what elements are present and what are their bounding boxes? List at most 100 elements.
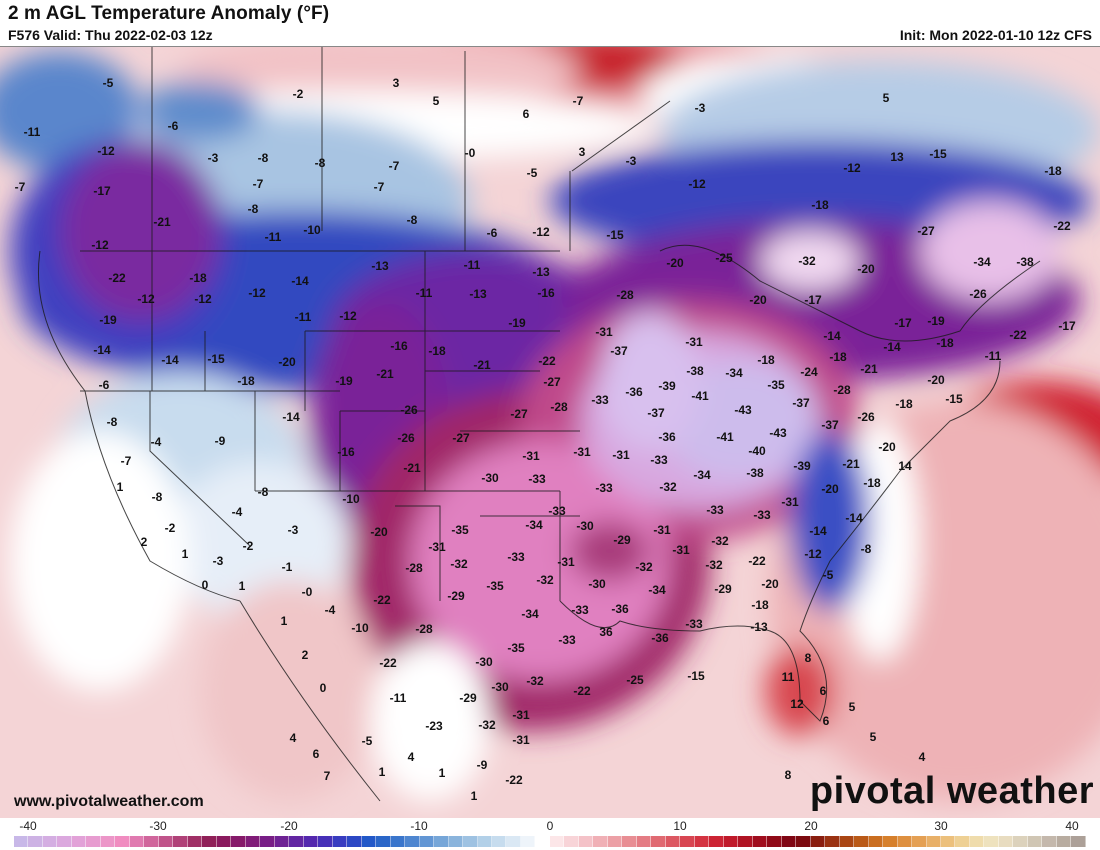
- anomaly-value-label: -14: [282, 410, 300, 424]
- anomaly-value-label: -17: [804, 293, 822, 307]
- anomaly-value-label: -14: [93, 343, 111, 357]
- anomaly-value-label: -29: [447, 589, 465, 603]
- anomaly-value-label: -5: [361, 734, 373, 748]
- colorbar-swatch: [825, 836, 840, 847]
- valid-time: F576 Valid: Thu 2022-02-03 12z: [8, 27, 213, 43]
- anomaly-value-label: -7: [572, 94, 584, 108]
- anomaly-value-label: 5: [869, 730, 877, 744]
- anomaly-value-label: -20: [370, 525, 388, 539]
- colorbar-swatch: [42, 836, 58, 847]
- anomaly-value-label: 3: [392, 76, 400, 90]
- colorbar-swatch: [376, 836, 391, 847]
- anomaly-value-label: -31: [595, 325, 613, 339]
- colorbar-tick-label: 10: [673, 819, 687, 833]
- colorbar-swatch: [969, 836, 985, 847]
- anomaly-value-label: -8: [860, 542, 872, 556]
- anomaly-value-label: -14: [291, 274, 309, 288]
- anomaly-value-label: -33: [650, 453, 668, 467]
- colorbar-swatch: [100, 836, 116, 847]
- anomaly-value-label: -12: [248, 286, 266, 300]
- anomaly-value-label: -3: [625, 154, 637, 168]
- anomaly-value-label: 0: [201, 578, 209, 592]
- anomaly-value-label: -4: [150, 435, 162, 449]
- anomaly-value-label: -10: [303, 223, 321, 237]
- anomaly-value-label: -36: [611, 602, 629, 616]
- colorbar-swatch: [361, 836, 377, 847]
- anomaly-value-label: -14: [809, 524, 827, 538]
- anomaly-value-label: -4: [231, 505, 243, 519]
- anomaly-value-label: 6: [522, 107, 530, 121]
- anomaly-value-label: -27: [917, 224, 935, 238]
- colorbar-swatch: [173, 836, 188, 847]
- colorbar-swatch: [680, 836, 695, 847]
- anomaly-value-label: -21: [376, 367, 394, 381]
- anomaly-value-label: -31: [672, 543, 690, 557]
- anomaly-value-label: -31: [557, 555, 575, 569]
- anomaly-value-label: 14: [898, 459, 912, 473]
- anomaly-value-label: 6: [819, 684, 827, 698]
- pivotal-weather-logo: pivotal weather: [809, 770, 1094, 812]
- anomaly-value-label: 36: [599, 625, 613, 639]
- anomaly-value-label: -36: [651, 631, 669, 645]
- anomaly-value-label: 1: [116, 480, 124, 494]
- anomaly-value-label: 2: [140, 535, 148, 549]
- anomaly-value-label: -20: [761, 577, 779, 591]
- colorbar-swatch: [202, 836, 217, 847]
- anomaly-value-label: -0: [301, 585, 313, 599]
- anomaly-value-label: -15: [687, 669, 705, 683]
- anomaly-value-label: -2: [292, 87, 304, 101]
- colorbar-swatch: [694, 836, 710, 847]
- anomaly-value-label: -13: [371, 259, 389, 273]
- anomaly-value-label: -26: [400, 403, 418, 417]
- anomaly-value-label: -35: [486, 579, 504, 593]
- colorbar-swatch: [549, 836, 565, 847]
- anomaly-value-label: -22: [1053, 219, 1071, 233]
- anomaly-value-label: 1: [378, 765, 386, 779]
- anomaly-value-label: -33: [548, 504, 566, 518]
- anomaly-value-label: -7: [120, 454, 132, 468]
- anomaly-value-label: -31: [573, 445, 591, 459]
- anomaly-value-label: 5: [882, 91, 890, 105]
- colorbar-swatch: [144, 836, 159, 847]
- anomaly-field: [0, 47, 1100, 819]
- anomaly-value-label: -5: [102, 76, 114, 90]
- anomaly-value-label: -20: [278, 355, 296, 369]
- colorbar-swatch: [86, 836, 101, 847]
- colorbar-tick-label: 0: [546, 819, 554, 833]
- colorbar-swatch: [115, 836, 130, 847]
- anomaly-value-label: -29: [459, 691, 477, 705]
- anomaly-value-label: -31: [512, 733, 530, 747]
- anomaly-value-label: 12: [790, 697, 804, 711]
- anomaly-value-label: -32: [478, 718, 496, 732]
- anomaly-value-label: 1: [470, 789, 478, 803]
- colorbar-swatch: [854, 836, 869, 847]
- anomaly-value-label: -33: [706, 503, 724, 517]
- anomaly-value-label: -5: [526, 166, 538, 180]
- colorbar-swatch: [506, 836, 521, 847]
- colorbar-swatch: [665, 836, 681, 847]
- anomaly-value-label: -18: [428, 344, 446, 358]
- anomaly-value-label: -36: [658, 430, 676, 444]
- colorbar-swatch: [347, 836, 362, 847]
- anomaly-value-label: -9: [214, 434, 226, 448]
- colorbar-swatch: [839, 836, 855, 847]
- anomaly-value-label: -5: [822, 568, 834, 582]
- colorbar-swatch: [231, 836, 246, 847]
- colorbar-legend: -40 -30 -20 -10 0 10 20 30 40: [0, 818, 1100, 850]
- anomaly-value-label: -20: [927, 373, 945, 387]
- anomaly-value-label: -10: [351, 621, 369, 635]
- anomaly-value-label: -32: [526, 674, 544, 688]
- anomaly-value-label: -12: [532, 225, 550, 239]
- anomaly-value-label: -31: [612, 448, 630, 462]
- anomaly-value-label: -41: [716, 430, 734, 444]
- colorbar-swatch: [941, 836, 956, 847]
- colorbar-tick-label: -40: [19, 819, 37, 833]
- anomaly-value-label: -28: [550, 400, 568, 414]
- init-time: Init: Mon 2022-01-10 12z CFS: [899, 27, 1092, 43]
- anomaly-value-label: -14: [845, 511, 863, 525]
- colorbar-swatch: [564, 836, 579, 847]
- anomaly-value-label: -30: [588, 577, 606, 591]
- anomaly-value-label: -3: [207, 151, 219, 165]
- anomaly-value-label: -31: [781, 495, 799, 509]
- anomaly-value-label: -13: [750, 620, 768, 634]
